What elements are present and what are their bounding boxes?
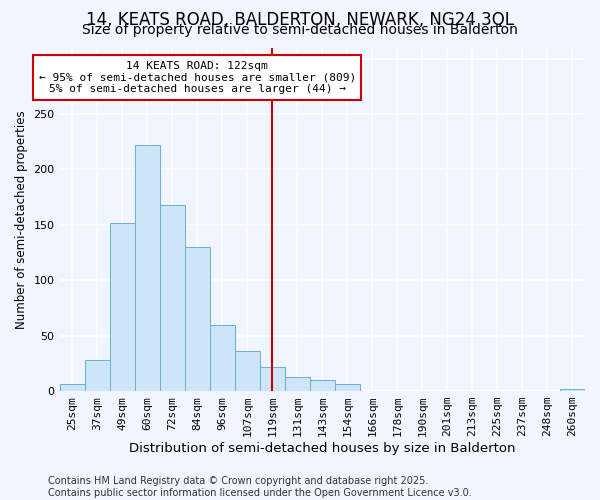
Bar — [59, 384, 85, 391]
Bar — [110, 222, 134, 391]
Bar — [85, 360, 110, 391]
Text: Size of property relative to semi-detached houses in Balderton: Size of property relative to semi-detach… — [82, 23, 518, 37]
Bar — [335, 384, 360, 391]
Bar — [160, 205, 185, 391]
Bar — [260, 366, 285, 391]
Text: Contains HM Land Registry data © Crown copyright and database right 2025.
Contai: Contains HM Land Registry data © Crown c… — [48, 476, 472, 498]
Y-axis label: Number of semi-detached properties: Number of semi-detached properties — [15, 110, 28, 328]
Bar — [285, 376, 310, 391]
Bar — [209, 324, 235, 391]
Bar — [185, 247, 209, 391]
Bar — [134, 145, 160, 391]
Bar — [310, 380, 335, 391]
Text: 14, KEATS ROAD, BALDERTON, NEWARK, NG24 3QL: 14, KEATS ROAD, BALDERTON, NEWARK, NG24 … — [86, 11, 514, 29]
X-axis label: Distribution of semi-detached houses by size in Balderton: Distribution of semi-detached houses by … — [129, 442, 515, 455]
Text: 14 KEATS ROAD: 122sqm
← 95% of semi-detached houses are smaller (809)
5% of semi: 14 KEATS ROAD: 122sqm ← 95% of semi-deta… — [38, 61, 356, 94]
Bar — [235, 351, 260, 391]
Bar — [560, 389, 585, 391]
